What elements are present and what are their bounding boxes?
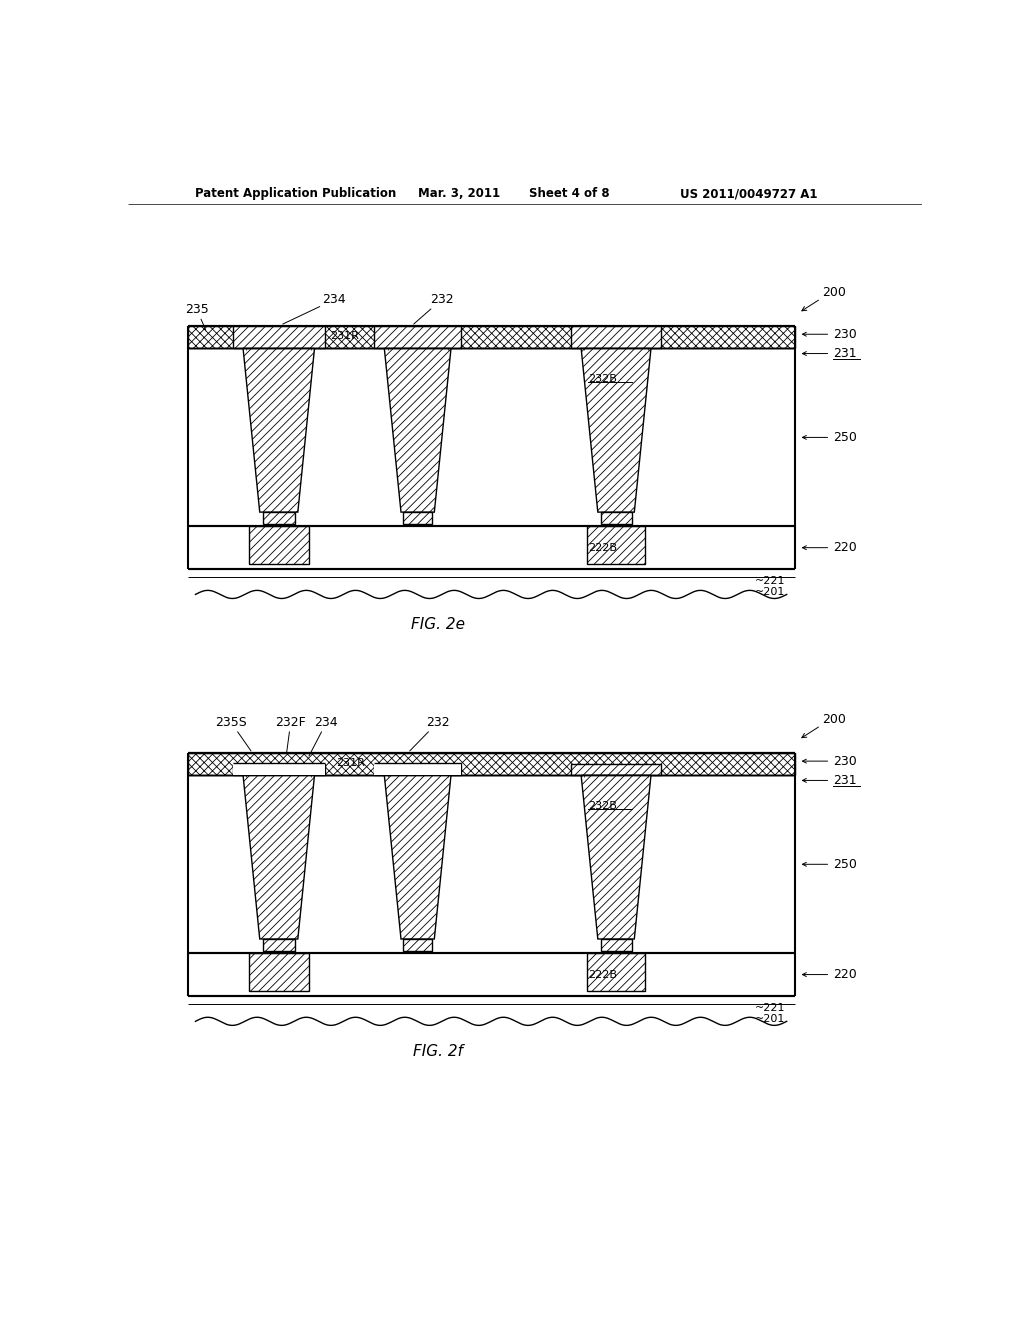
Text: FIG. 2f: FIG. 2f xyxy=(413,1044,463,1060)
Text: 232: 232 xyxy=(414,293,454,325)
Text: 231R: 231R xyxy=(336,758,365,768)
Bar xyxy=(187,953,795,995)
Text: Patent Application Publication: Patent Application Publication xyxy=(196,187,396,201)
Bar xyxy=(570,326,662,348)
Bar xyxy=(232,326,325,348)
Text: 231: 231 xyxy=(833,774,856,787)
Bar xyxy=(600,939,632,952)
Bar xyxy=(187,752,795,775)
Bar xyxy=(187,752,795,953)
Polygon shape xyxy=(384,775,451,939)
Polygon shape xyxy=(243,775,314,939)
Bar xyxy=(587,527,645,564)
Bar xyxy=(187,326,795,348)
Bar xyxy=(232,764,325,775)
Bar xyxy=(374,764,461,775)
Text: 222B: 222B xyxy=(588,543,617,553)
Text: 234: 234 xyxy=(309,715,338,756)
Text: 232B: 232B xyxy=(588,801,617,810)
Polygon shape xyxy=(243,775,314,939)
Bar xyxy=(232,763,325,775)
Polygon shape xyxy=(384,348,451,512)
Polygon shape xyxy=(582,775,651,939)
Bar xyxy=(374,326,461,348)
Polygon shape xyxy=(243,348,314,512)
Bar xyxy=(587,953,645,991)
Bar xyxy=(587,953,645,991)
Bar xyxy=(249,527,309,564)
Text: 232F: 232F xyxy=(275,715,306,752)
Bar xyxy=(600,512,632,524)
Text: Sheet 4 of 8: Sheet 4 of 8 xyxy=(528,187,609,201)
Text: 250: 250 xyxy=(833,430,857,444)
Bar xyxy=(570,764,662,775)
Text: 231R: 231R xyxy=(331,331,359,341)
Text: FIG. 2e: FIG. 2e xyxy=(411,618,465,632)
Bar xyxy=(187,527,795,569)
Bar xyxy=(262,939,295,952)
Bar xyxy=(403,512,432,524)
Text: 220: 220 xyxy=(833,541,856,554)
Text: 200: 200 xyxy=(822,286,846,300)
Polygon shape xyxy=(582,775,651,939)
Bar xyxy=(249,953,309,991)
Bar xyxy=(374,764,461,775)
Bar xyxy=(374,326,461,348)
Text: ~221: ~221 xyxy=(755,577,785,586)
Text: 234: 234 xyxy=(283,293,346,325)
Text: 220: 220 xyxy=(833,968,856,981)
Text: 232: 232 xyxy=(410,715,450,751)
Bar xyxy=(403,939,432,952)
Text: 230: 230 xyxy=(833,327,856,341)
Text: 222B: 222B xyxy=(588,970,617,979)
Bar xyxy=(570,326,662,348)
Text: 231: 231 xyxy=(833,347,856,360)
Bar xyxy=(249,527,309,564)
Bar xyxy=(232,764,325,775)
Bar xyxy=(600,512,632,524)
Polygon shape xyxy=(384,348,451,512)
Text: 232B: 232B xyxy=(588,374,617,384)
Text: ~201: ~201 xyxy=(755,587,785,598)
Polygon shape xyxy=(582,348,651,512)
Text: 235S: 235S xyxy=(215,715,251,751)
Bar xyxy=(262,512,295,524)
Bar xyxy=(262,512,295,524)
Text: 250: 250 xyxy=(833,858,857,871)
Text: 230: 230 xyxy=(833,755,856,768)
Bar xyxy=(374,763,461,775)
Text: Mar. 3, 2011: Mar. 3, 2011 xyxy=(418,187,500,201)
Bar xyxy=(570,764,662,775)
Bar xyxy=(232,326,325,348)
Bar xyxy=(249,953,309,991)
Bar xyxy=(262,939,295,952)
Text: US 2011/0049727 A1: US 2011/0049727 A1 xyxy=(680,187,817,201)
Bar xyxy=(587,527,645,564)
Bar xyxy=(403,939,432,952)
Bar xyxy=(600,939,632,952)
Polygon shape xyxy=(582,348,651,512)
Text: ~221: ~221 xyxy=(755,1003,785,1014)
Text: 235: 235 xyxy=(185,304,209,330)
Polygon shape xyxy=(243,348,314,512)
Text: ~201: ~201 xyxy=(755,1014,785,1024)
Bar xyxy=(403,512,432,524)
Polygon shape xyxy=(384,775,451,939)
Text: 200: 200 xyxy=(822,713,846,726)
Bar xyxy=(187,326,795,527)
